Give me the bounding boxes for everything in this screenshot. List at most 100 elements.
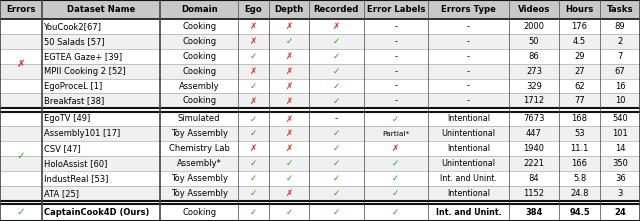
Text: ✓: ✓ <box>17 208 25 217</box>
Text: ✓: ✓ <box>392 189 399 198</box>
Text: 24: 24 <box>614 208 626 217</box>
Text: 273: 273 <box>526 67 542 76</box>
Text: 176: 176 <box>572 22 588 31</box>
Text: 2: 2 <box>618 37 623 46</box>
Text: -: - <box>467 96 470 105</box>
Bar <box>0 156 640 171</box>
Bar <box>0 34 640 49</box>
Text: ✓: ✓ <box>250 159 257 168</box>
Text: 53: 53 <box>574 129 585 138</box>
Text: 5.8: 5.8 <box>573 174 586 183</box>
Text: -: - <box>335 114 338 124</box>
Text: -: - <box>394 67 397 76</box>
Text: Toy Assembly: Toy Assembly <box>171 129 228 138</box>
Text: ✓: ✓ <box>333 82 340 91</box>
Text: ✓: ✓ <box>250 174 257 183</box>
Text: -: - <box>394 82 397 91</box>
Text: Ego: Ego <box>244 5 262 14</box>
Text: ✗: ✗ <box>285 189 293 198</box>
Text: -: - <box>394 37 397 46</box>
Text: 1152: 1152 <box>524 189 545 198</box>
Text: ✗: ✗ <box>250 144 257 153</box>
Text: Assembly*: Assembly* <box>177 159 221 168</box>
Text: ✓: ✓ <box>333 159 340 168</box>
Text: 16: 16 <box>615 82 625 91</box>
Text: Cooking: Cooking <box>182 67 216 76</box>
Text: ✗: ✗ <box>250 22 257 31</box>
Text: ✗: ✗ <box>285 96 293 105</box>
Text: ✓: ✓ <box>333 96 340 105</box>
Text: -: - <box>467 22 470 31</box>
Text: Intentional: Intentional <box>447 189 490 198</box>
Bar <box>0 186 640 201</box>
Text: CaptainCook4D (Ours): CaptainCook4D (Ours) <box>44 208 149 217</box>
Text: ✗: ✗ <box>285 114 293 124</box>
Text: ✗: ✗ <box>285 129 293 138</box>
Text: 540: 540 <box>612 114 628 124</box>
Text: ✓: ✓ <box>285 159 293 168</box>
Text: -: - <box>394 22 397 31</box>
Text: Partial*: Partial* <box>382 131 410 137</box>
Text: ✓: ✓ <box>17 151 25 161</box>
Text: ✓: ✓ <box>285 174 293 183</box>
Text: 447: 447 <box>526 129 542 138</box>
Text: Errors Type: Errors Type <box>441 5 496 14</box>
Text: ✓: ✓ <box>250 82 257 91</box>
Text: Unintentional: Unintentional <box>442 129 495 138</box>
Text: ✓: ✓ <box>333 129 340 138</box>
Text: ✓: ✓ <box>250 52 257 61</box>
Text: Breakfast [38]: Breakfast [38] <box>44 96 104 105</box>
Bar <box>0 79 640 93</box>
Text: 11.1: 11.1 <box>570 144 589 153</box>
Text: Domain: Domain <box>180 5 218 14</box>
Text: ✓: ✓ <box>333 37 340 46</box>
Text: 27: 27 <box>574 67 585 76</box>
Text: ✓: ✓ <box>333 189 340 198</box>
Text: -: - <box>394 52 397 61</box>
Text: ✓: ✓ <box>333 174 340 183</box>
Text: Intentional: Intentional <box>447 114 490 124</box>
Text: Cooking: Cooking <box>182 37 216 46</box>
Text: Cooking: Cooking <box>182 22 216 31</box>
Text: 24.8: 24.8 <box>570 189 589 198</box>
Text: 67: 67 <box>615 67 625 76</box>
Text: ✓: ✓ <box>333 144 340 153</box>
Text: 62: 62 <box>574 82 585 91</box>
Text: ✗: ✗ <box>333 22 340 31</box>
Text: ✓: ✓ <box>333 52 340 61</box>
Text: Int. and Unint.: Int. and Unint. <box>436 208 502 217</box>
Text: 384: 384 <box>525 208 543 217</box>
Text: ✓: ✓ <box>250 208 257 217</box>
Text: -: - <box>467 67 470 76</box>
Text: ✗: ✗ <box>250 37 257 46</box>
Text: EGTEA Gaze+ [39]: EGTEA Gaze+ [39] <box>44 52 122 61</box>
Text: -: - <box>467 37 470 46</box>
Text: ✓: ✓ <box>392 114 399 124</box>
Text: ✗: ✗ <box>285 144 293 153</box>
Text: Cooking: Cooking <box>182 96 216 105</box>
Text: Toy Assembly: Toy Assembly <box>171 174 228 183</box>
Text: ✓: ✓ <box>333 208 340 217</box>
Text: -: - <box>467 52 470 61</box>
Text: 7673: 7673 <box>524 114 545 124</box>
Text: ✗: ✗ <box>285 82 293 91</box>
Text: Int. and Unint.: Int. and Unint. <box>440 174 497 183</box>
Text: 1940: 1940 <box>524 144 545 153</box>
Text: Error Labels: Error Labels <box>367 5 425 14</box>
Text: ✓: ✓ <box>285 37 293 46</box>
Bar <box>0 93 640 108</box>
Text: ✗: ✗ <box>285 22 293 31</box>
Text: Chemistry Lab: Chemistry Lab <box>169 144 230 153</box>
Text: 1712: 1712 <box>524 96 545 105</box>
Text: ✓: ✓ <box>250 129 257 138</box>
Text: 29: 29 <box>574 52 585 61</box>
Text: 84: 84 <box>529 174 540 183</box>
Text: 4.5: 4.5 <box>573 37 586 46</box>
Text: IndustReal [53]: IndustReal [53] <box>44 174 108 183</box>
Text: ✓: ✓ <box>392 208 399 217</box>
Text: 14: 14 <box>615 144 625 153</box>
Text: -: - <box>394 96 397 105</box>
Text: 168: 168 <box>572 114 588 124</box>
Text: CSV [47]: CSV [47] <box>44 144 80 153</box>
Text: 350: 350 <box>612 159 628 168</box>
